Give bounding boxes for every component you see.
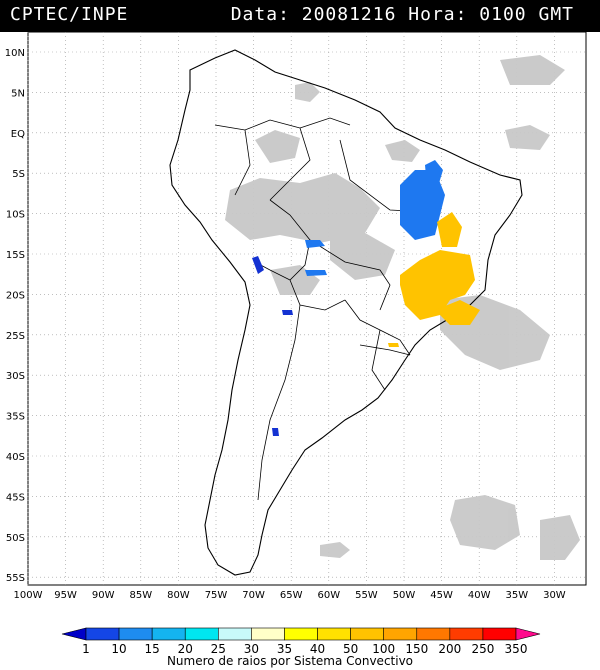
legend-swatch: [284, 627, 318, 641]
lon-label: 70W: [242, 590, 265, 601]
cloud-area: [255, 130, 300, 163]
lat-label: 35S: [6, 412, 25, 423]
lat-label: 20S: [6, 290, 25, 301]
legend-swatch: [383, 627, 418, 641]
lon-label: 35W: [505, 590, 528, 601]
lon-label: 45W: [430, 590, 453, 601]
convective-systems: [252, 160, 480, 436]
legend-tick-label: 10: [111, 642, 126, 656]
cloud-area: [450, 495, 520, 550]
lat-label: 50S: [6, 533, 25, 544]
lon-label: 60W: [317, 590, 340, 601]
lon-label: 65W: [280, 590, 303, 601]
lon-label: 100W: [14, 590, 43, 601]
lon-label: 50W: [393, 590, 416, 601]
legend-title: Numero de raios por Sistema Convectivo: [167, 654, 413, 668]
lat-label: 45S: [6, 492, 25, 503]
legend-swatch: [251, 627, 285, 641]
cloud-area: [505, 125, 550, 150]
lat-label: 5N: [11, 88, 25, 99]
header-datetime: Data: 20081216 Hora: 0100 GMT: [230, 4, 574, 25]
lat-label: 10S: [6, 210, 25, 221]
legend-tick-label: 15: [145, 642, 160, 656]
cloud-area: [225, 173, 380, 243]
cloud-area: [500, 55, 565, 85]
lat-label: 25S: [6, 331, 25, 342]
legend-swatch: [184, 627, 219, 641]
lon-label: 75W: [205, 590, 228, 601]
cloud-area: [540, 515, 580, 560]
cloud-area: [385, 140, 420, 162]
legend-swatch: [61, 627, 87, 641]
legend-swatch: [515, 627, 541, 641]
darkblue-system: [282, 310, 293, 315]
legend-tick-label: 30: [244, 642, 259, 656]
orange-system: [388, 343, 399, 347]
legend-tick-label: 40: [310, 642, 325, 656]
legend-swatch: [350, 627, 384, 641]
blue-system: [305, 240, 325, 248]
cloud-area: [320, 542, 350, 558]
lat-label: 55S: [6, 573, 25, 584]
cloud-areas: [225, 55, 580, 560]
lat-label: 10N: [5, 48, 25, 59]
legend-swatch: [482, 627, 517, 641]
legend-swatch: [151, 627, 186, 641]
legend-swatch: [317, 627, 351, 641]
legend-swatch: [449, 627, 484, 641]
legend-swatch: [218, 627, 252, 641]
lon-label: 90W: [92, 590, 115, 601]
lat-label: 5S: [12, 169, 25, 180]
darkblue-system: [272, 428, 279, 436]
header-org: CPTEC/INPE: [10, 4, 129, 25]
lat-label: 30S: [6, 371, 25, 382]
lat-label: 15S: [6, 250, 25, 261]
south-america-outline: [169, 49, 523, 576]
lon-label: 30W: [543, 590, 566, 601]
blue-system: [425, 160, 443, 190]
lat-label: 40S: [6, 452, 25, 463]
legend-tick-label: 350: [505, 642, 528, 656]
legend-tick-label: 250: [471, 642, 494, 656]
legend-swatch: [416, 627, 451, 641]
lon-label: 55W: [355, 590, 378, 601]
legend-tick-label: 1: [82, 642, 90, 656]
darkblue-system: [252, 256, 264, 274]
cloud-area: [295, 82, 320, 102]
orange-system: [435, 300, 480, 325]
legend-tick-label: 35: [277, 642, 292, 656]
cloud-area: [270, 265, 320, 295]
map-header: CPTEC/INPE Data: 20081216 Hora: 0100 GMT: [0, 0, 600, 32]
country-borders: [214, 117, 431, 501]
legend-tick-label: 200: [438, 642, 461, 656]
blue-system: [305, 270, 327, 276]
legend-tick-label: 25: [211, 642, 226, 656]
color-legend: 1 10 15 20 25 30 35 40 50 100 150 200 250 350: [61, 627, 541, 656]
latitude-labels: 10N 5N EQ 5S 10S 15S 20S 25S 30S 35S 40S 45S 50S 55S: [5, 48, 25, 584]
legend-swatch: [118, 627, 153, 641]
lon-label: 40W: [468, 590, 491, 601]
cloud-area: [330, 225, 395, 280]
lat-lon-grid: [27, 32, 586, 585]
legend-swatch: [85, 627, 120, 641]
legend-tick-label: 50: [343, 642, 358, 656]
lon-label: 85W: [129, 590, 152, 601]
orange-system: [437, 212, 462, 247]
lat-label: EQ: [11, 129, 25, 140]
legend-tick-label: 20: [178, 642, 193, 656]
lon-label: 80W: [167, 590, 190, 601]
legend-tick-label: 150: [405, 642, 428, 656]
legend-tick-label: 100: [372, 642, 395, 656]
longitude-labels: 100W 95W 90W 85W 80W 75W 70W 65W 60W 55W 50W 45W 40W…: [14, 590, 566, 601]
orange-system: [400, 250, 475, 320]
lon-label: 95W: [54, 590, 77, 601]
